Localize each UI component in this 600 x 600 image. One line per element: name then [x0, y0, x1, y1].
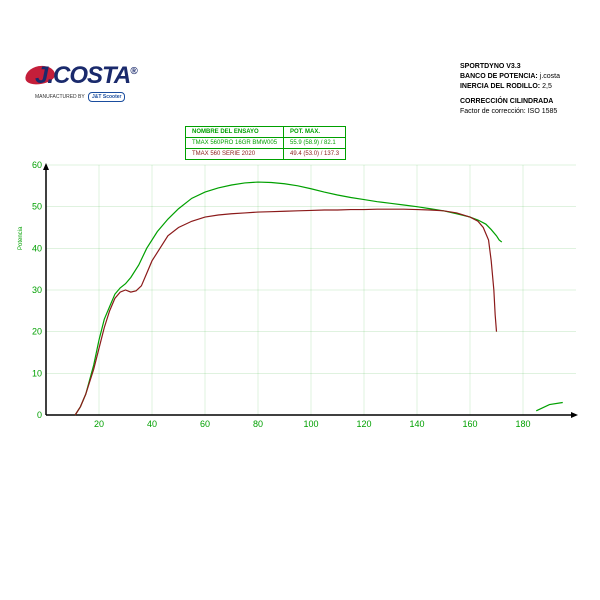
svg-text:160: 160: [462, 419, 477, 429]
svg-text:40: 40: [147, 419, 157, 429]
info-l3-label: INERCIA DEL RODILLO:: [460, 83, 540, 90]
logo-reg: ®: [130, 66, 136, 77]
legend-header-name: NOMBRE DEL ENSAYO: [186, 127, 284, 138]
legend-cell-pot: 55.9 (58.9) / 82.1: [284, 138, 346, 149]
legend-row: TMAX 560PRO 16GR BMW00555.9 (58.9) / 82.…: [186, 138, 346, 149]
manufactured-by-label: MANUFACTURED BY: [35, 94, 85, 100]
info-l1: SPORTDYNO V3.3: [460, 63, 521, 70]
dyno-chart: 10 20 30 40 50 60 20 40 60 80 100 120 140 160 180 0: [28, 160, 578, 430]
logo-badge: J&T Scooter: [88, 92, 125, 102]
y-axis-label: Potencia: [18, 227, 24, 250]
svg-text:140: 140: [409, 419, 424, 429]
logo-sub: MANUFACTURED BY J&T Scooter: [35, 92, 165, 102]
legend-header-row: NOMBRE DEL ENSAYO POT. MAX.: [186, 127, 346, 138]
svg-text:20: 20: [32, 327, 42, 337]
svg-text:80: 80: [253, 419, 263, 429]
legend-row: TMAX 560 SERIE 202049.4 (53.0) / 137.3: [186, 149, 346, 160]
legend-cell-name: TMAX 560PRO 16GR BMW005: [186, 138, 284, 149]
chart-area: 10 20 30 40 50 60 20 40 60 80 100 120 140 160 180 0: [28, 160, 578, 430]
info-l3-value: 2,5: [542, 83, 552, 90]
svg-text:10: 10: [32, 368, 42, 378]
info-l2-label: BANCO DE POTENCIA:: [460, 73, 538, 80]
logo-block: J.COSTA® MANUFACTURED BY J&T Scooter: [35, 62, 165, 117]
svg-text:180: 180: [515, 419, 530, 429]
legend-cell-name: TMAX 560 SERIE 2020: [186, 149, 284, 160]
info-l4-label: CORRECCIÓN CILINDRADA: [460, 98, 553, 105]
svg-text:20: 20: [94, 419, 104, 429]
legend-cell-pot: 49.4 (53.0) / 137.3: [284, 149, 346, 160]
legend-table: NOMBRE DEL ENSAYO POT. MAX. TMAX 560PRO …: [185, 126, 346, 160]
svg-text:0: 0: [37, 410, 42, 420]
svg-text:120: 120: [356, 419, 371, 429]
info-l5-label: Factor de corrección:: [460, 108, 526, 115]
info-box: SPORTDYNO V3.3 BANCO DE POTENCIA:j.costa…: [460, 62, 560, 117]
svg-text:30: 30: [32, 285, 42, 295]
info-l5-value: ISO 1585: [528, 108, 558, 115]
svg-text:50: 50: [32, 202, 42, 212]
logo-text: J.COSTA: [35, 62, 130, 89]
info-l2-value: j.costa: [540, 73, 560, 80]
svg-text:60: 60: [32, 160, 42, 170]
logo-main: J.COSTA®: [35, 62, 137, 90]
svg-text:100: 100: [303, 419, 318, 429]
legend-header-pot: POT. MAX.: [284, 127, 346, 138]
svg-text:60: 60: [200, 419, 210, 429]
svg-text:40: 40: [32, 243, 42, 253]
